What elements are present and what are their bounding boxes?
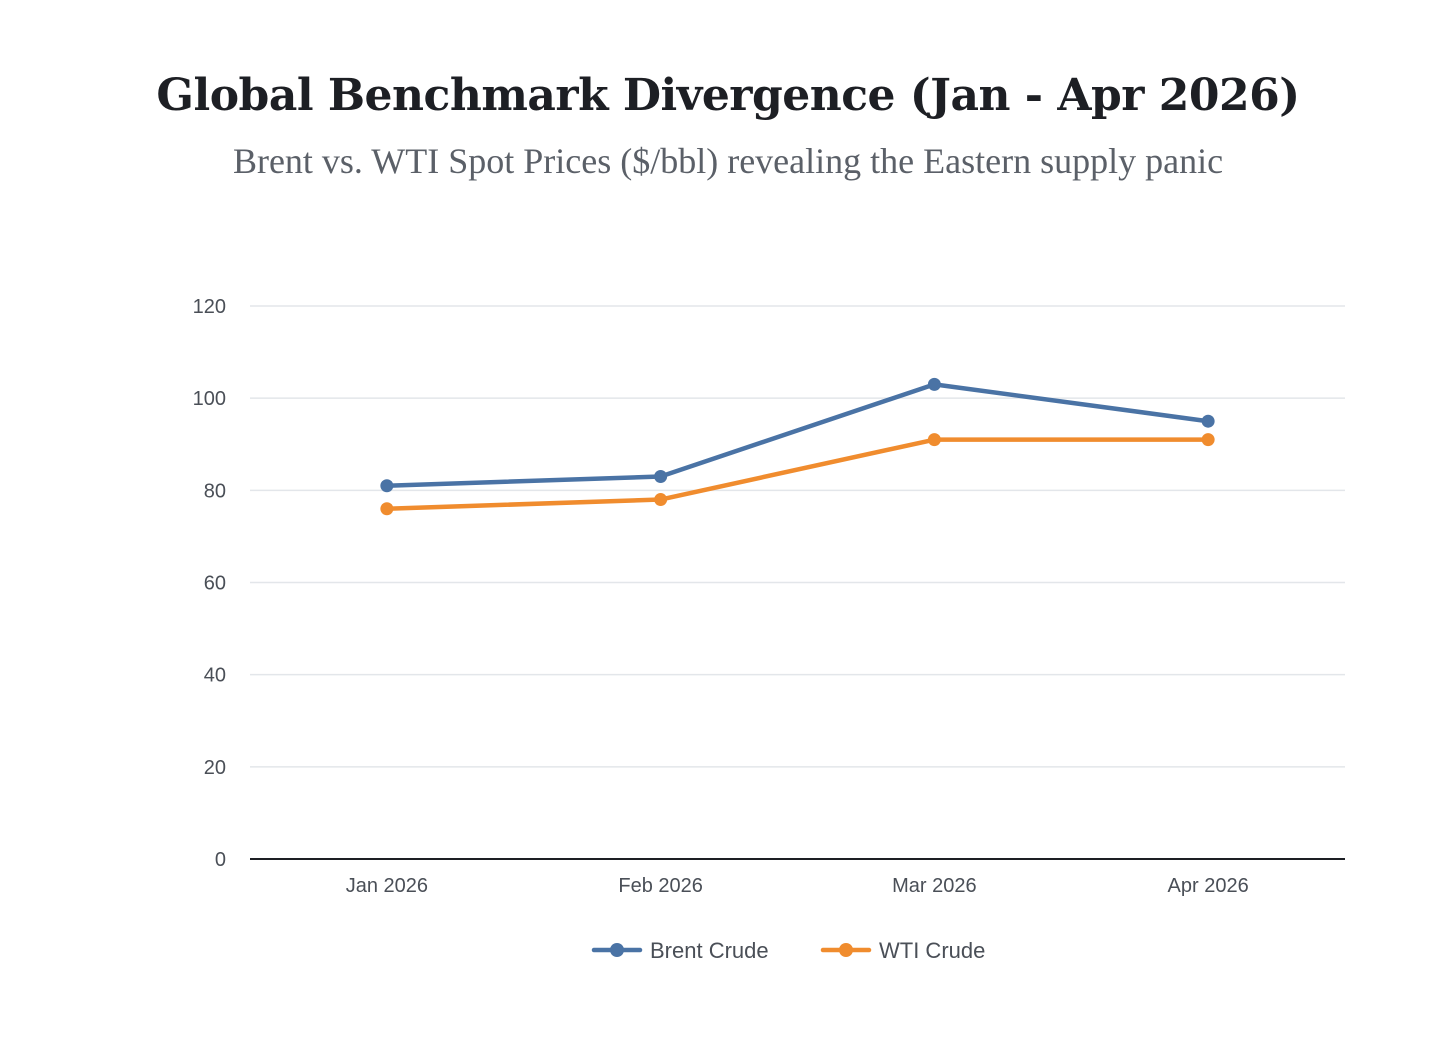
data-point	[380, 479, 394, 493]
legend-label: WTI Crude	[879, 938, 985, 963]
data-point	[1201, 414, 1215, 428]
y-tick-label: 0	[215, 849, 226, 871]
y-tick-label: 20	[204, 757, 226, 779]
x-tick-label: Apr 2026	[1168, 875, 1249, 897]
y-tick-label: 100	[193, 388, 226, 410]
chart-subtitle: Brent vs. WTI Spot Prices ($/bbl) reveal…	[232, 141, 1224, 181]
data-point	[654, 493, 668, 507]
x-axis-ticks: Jan 2026 Feb 2026 Mar 2026 Apr 2026	[346, 875, 1249, 897]
y-tick-label: 80	[204, 480, 226, 502]
y-axis-ticks: 0 20 40 60 80 100 120	[193, 296, 226, 871]
data-point	[1201, 433, 1215, 447]
series-line	[384, 437, 1211, 512]
series-line	[384, 382, 1211, 488]
y-tick-label: 40	[204, 665, 226, 687]
chart-title: Global Benchmark Divergence (Jan - Apr 2…	[156, 70, 1300, 121]
x-tick-label: Jan 2026	[346, 875, 428, 897]
data-point	[380, 502, 394, 516]
x-tick-label: Mar 2026	[892, 875, 977, 897]
legend-marker	[610, 943, 624, 957]
data-point	[654, 470, 668, 484]
series-group	[380, 377, 1215, 516]
legend: Brent Crude WTI Crude	[591, 938, 985, 963]
y-tick-label: 60	[204, 573, 226, 595]
legend-label: Brent Crude	[650, 938, 769, 963]
y-tick-label: 120	[193, 296, 226, 318]
x-tick-label: Feb 2026	[618, 875, 703, 897]
gridlines	[250, 305, 1345, 860]
data-point	[927, 377, 941, 391]
legend-marker	[839, 943, 853, 957]
data-point	[927, 433, 941, 447]
